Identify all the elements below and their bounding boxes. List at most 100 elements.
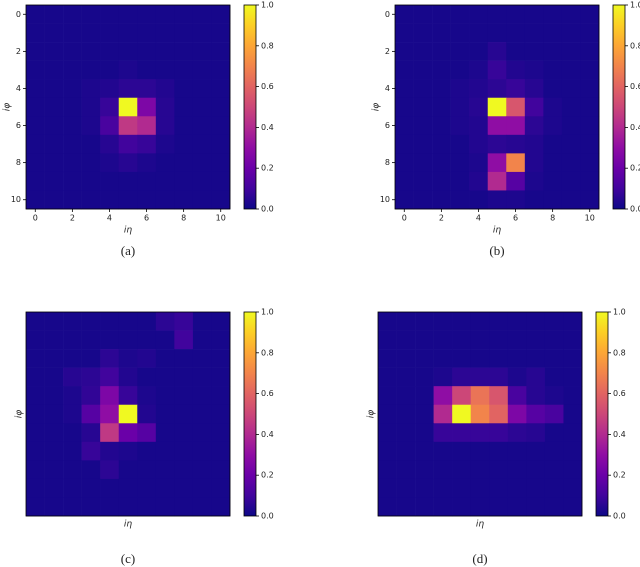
heat-cell	[118, 153, 138, 173]
heat-cell	[63, 97, 82, 117]
heat-cell	[174, 153, 194, 173]
x-tick-label: 6	[144, 214, 149, 223]
heat-cell	[26, 5, 45, 24]
heat-cell	[432, 97, 451, 117]
heat-cell	[26, 367, 45, 387]
heat-cell	[433, 330, 453, 350]
heat-cell	[63, 497, 82, 517]
heat-cell	[155, 171, 175, 191]
heat-cell	[118, 404, 138, 424]
heat-cell	[395, 116, 414, 136]
heat-cell	[44, 97, 64, 117]
heat-cell	[489, 423, 509, 443]
heat-cell	[415, 441, 434, 461]
heat-cell	[192, 497, 212, 517]
heat-cell	[526, 349, 546, 368]
heat-cell	[544, 367, 564, 387]
heat-cell	[526, 423, 546, 443]
heat-cell	[526, 460, 546, 480]
x-tick-label: 10	[216, 214, 226, 223]
heat-cell	[137, 460, 157, 480]
heat-cell	[174, 190, 194, 210]
x-tick-label: 2	[70, 214, 75, 223]
heat-cell	[137, 171, 157, 191]
heat-cell	[192, 42, 212, 61]
x-axis-label: iη	[476, 520, 485, 530]
heat-cell	[192, 134, 212, 154]
heat-cell	[396, 386, 416, 406]
heat-cell	[507, 312, 527, 331]
heat-cell	[81, 42, 101, 61]
heat-cell	[543, 97, 563, 117]
heat-cell	[63, 478, 82, 498]
colorbar	[612, 4, 626, 210]
heat-cell	[450, 134, 470, 154]
heat-cell	[561, 60, 581, 80]
heat-cell	[100, 116, 120, 136]
heat-cell	[137, 23, 157, 43]
heat-cell	[506, 42, 526, 61]
heat-cell	[137, 497, 157, 517]
heat-cell	[100, 60, 120, 80]
heat-cell	[544, 478, 564, 498]
heat-cell	[470, 386, 490, 406]
heat-cell	[450, 171, 470, 191]
heat-cell	[563, 330, 583, 350]
heat-cell	[192, 386, 212, 406]
x-tick-label: 8	[550, 214, 555, 223]
heat-cell	[489, 349, 509, 368]
heat-cell	[506, 5, 526, 24]
heat-cell	[432, 116, 451, 136]
heat-cell	[81, 23, 101, 43]
heat-cell	[544, 330, 564, 350]
heat-cell	[450, 153, 470, 173]
y-tick-label: 10	[11, 195, 21, 204]
heat-cell	[524, 134, 544, 154]
heat-cell	[63, 116, 82, 136]
heat-cell	[137, 367, 157, 387]
heat-cell	[155, 423, 175, 443]
heat-cell	[155, 404, 175, 424]
heat-cell	[26, 423, 45, 443]
heat-cell	[44, 116, 64, 136]
heat-cell	[155, 367, 175, 387]
heat-cell	[452, 478, 472, 498]
heat-cell	[415, 349, 434, 368]
heat-cell	[155, 5, 175, 24]
heat-cell	[524, 42, 544, 61]
heat-cell	[413, 190, 433, 210]
heat-cell	[155, 79, 175, 99]
heat-cell	[211, 497, 231, 517]
heat-cell	[452, 386, 472, 406]
heat-cell	[378, 460, 397, 480]
heat-cell	[544, 441, 564, 461]
heat-cell	[155, 349, 175, 368]
heat-cell	[507, 497, 527, 517]
heat-cell	[211, 23, 231, 43]
heat-cell	[63, 171, 82, 191]
heat-cell	[100, 423, 120, 443]
heat-cell	[211, 312, 231, 331]
heat-cell	[211, 42, 231, 61]
x-tick-label: 8	[181, 214, 186, 223]
heat-cell	[415, 386, 434, 406]
heat-cell	[395, 23, 414, 43]
heat-cell	[469, 79, 489, 99]
heat-cell	[211, 386, 231, 406]
heat-cell	[211, 349, 231, 368]
heat-cell	[433, 312, 453, 331]
heat-cell	[81, 153, 101, 173]
heat-cell	[396, 441, 416, 461]
heat-cell	[544, 312, 564, 331]
heat-cell	[192, 330, 212, 350]
heat-cell	[174, 42, 194, 61]
heat-cell	[489, 367, 509, 387]
y-tick-label: 2	[385, 47, 390, 56]
heat-cell	[470, 441, 490, 461]
heat-cell	[81, 60, 101, 80]
heat-cell	[118, 5, 138, 24]
heat-cell	[137, 153, 157, 173]
heat-cell	[81, 478, 101, 498]
heat-cell	[100, 97, 120, 117]
heat-cell	[469, 153, 489, 173]
